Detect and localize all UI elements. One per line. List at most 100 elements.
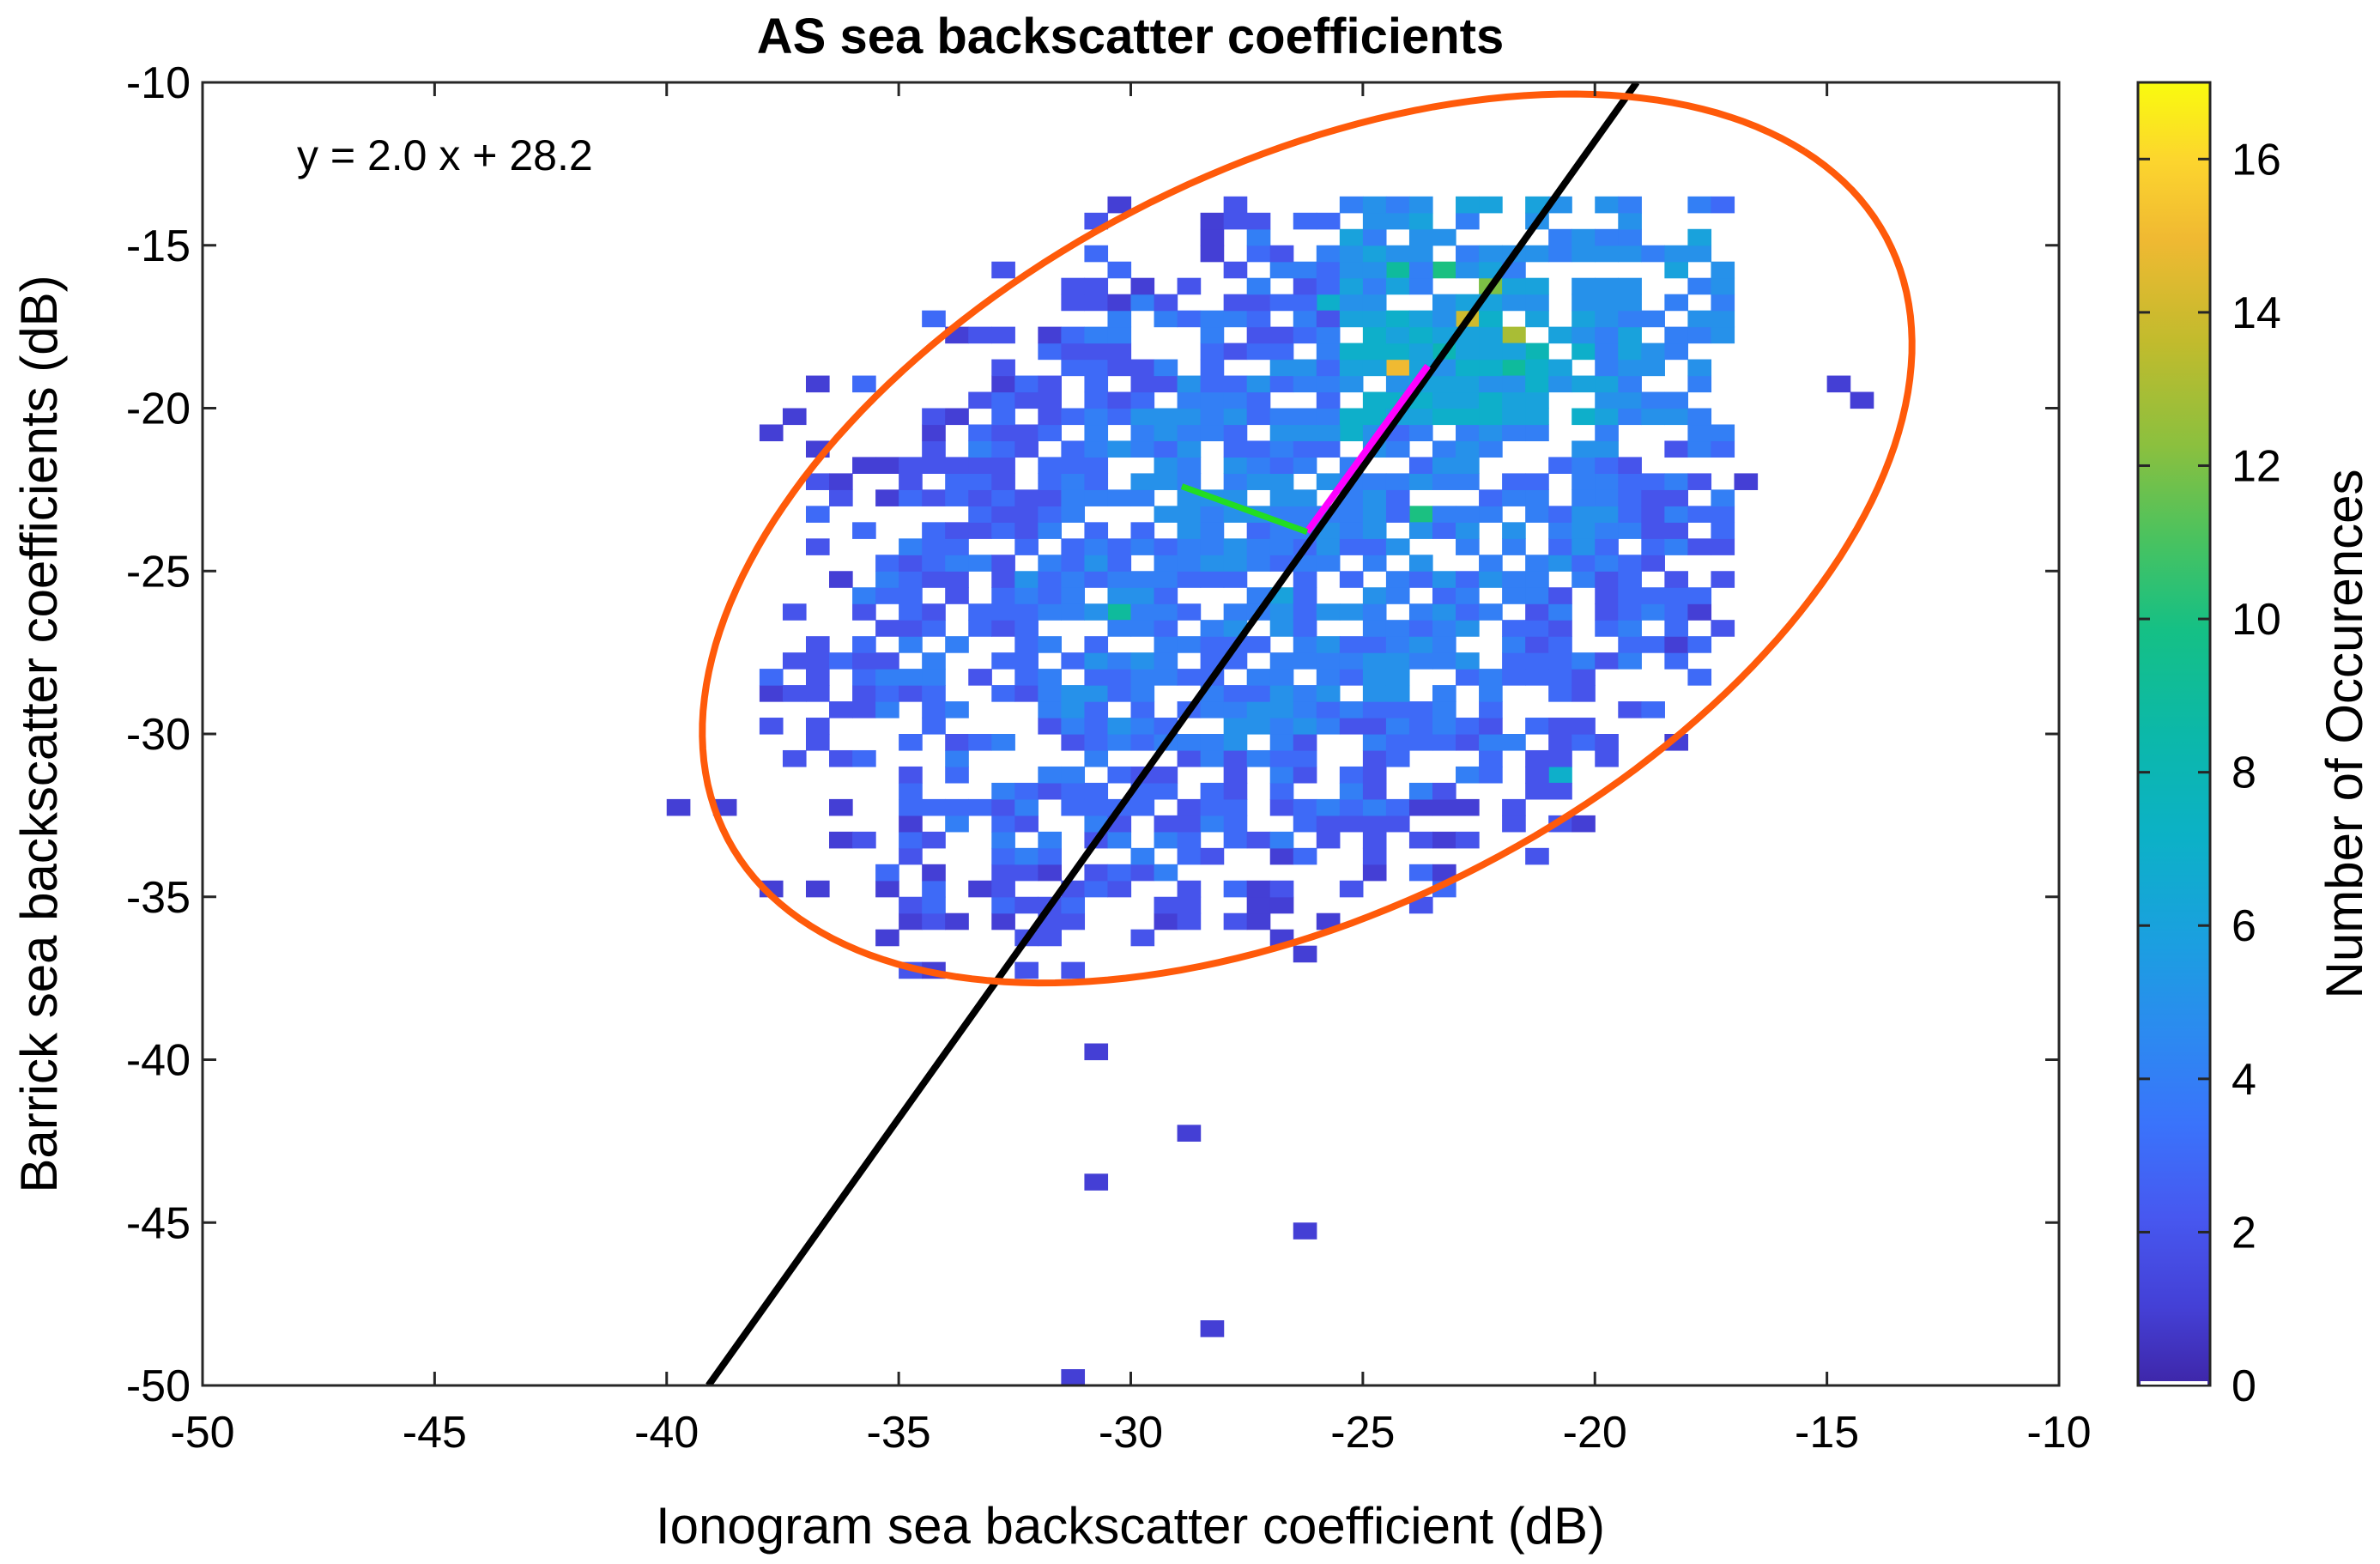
heat-cell	[805, 636, 830, 653]
heat-cell	[1687, 603, 1712, 621]
heat-cell	[1269, 343, 1294, 361]
heat-cell	[899, 896, 923, 914]
heat-cell	[1502, 391, 1526, 409]
heat-cell	[945, 538, 969, 555]
heat-cell	[1316, 685, 1341, 702]
heat-cell	[1223, 782, 1248, 800]
y-tick-label: -25	[126, 547, 191, 597]
heat-cell	[1130, 685, 1155, 702]
heat-cell	[805, 685, 830, 702]
heat-cell	[1456, 391, 1480, 409]
heat-cell	[1014, 424, 1039, 442]
heat-cell	[1385, 620, 1410, 637]
heat-cell	[1200, 555, 1225, 572]
heat-cell	[1362, 473, 1387, 490]
heat-cell	[1362, 685, 1387, 702]
heat-cell	[1177, 798, 1202, 816]
heat-cell	[1293, 408, 1317, 426]
heat-cell	[1130, 929, 1155, 947]
heat-cell	[1293, 571, 1317, 588]
heat-cell	[1339, 522, 1364, 539]
heat-cell	[1107, 310, 1132, 328]
heat-cell	[1502, 277, 1526, 295]
heat-cell	[1269, 408, 1294, 426]
heat-cell	[829, 798, 853, 816]
heat-cell	[1618, 701, 1642, 718]
heat-cell	[899, 669, 923, 686]
heat-cell	[1246, 749, 1271, 767]
heat-cell	[922, 489, 946, 506]
heat-cell	[1548, 669, 1572, 686]
heat-cell	[1246, 555, 1271, 572]
heat-cell	[1293, 359, 1317, 377]
heat-cell	[1038, 685, 1062, 702]
heat-cell	[1246, 522, 1271, 539]
heat-cell	[1456, 473, 1480, 490]
heat-cell	[1618, 587, 1642, 604]
heat-cell	[1641, 343, 1665, 361]
heat-cell	[991, 896, 1015, 914]
heat-cell	[1641, 391, 1665, 409]
heat-cell	[1084, 391, 1109, 409]
heat-cell	[991, 652, 1015, 670]
heat-cell	[1572, 473, 1596, 490]
heat-cell	[1038, 555, 1062, 572]
heat-cell	[1711, 489, 1735, 506]
heat-cell	[1154, 375, 1178, 393]
heat-cell	[1572, 294, 1596, 312]
heat-cell	[1385, 489, 1410, 506]
heat-cell	[1479, 685, 1503, 702]
heat-cell	[968, 620, 992, 637]
heat-cell	[1432, 636, 1456, 653]
heat-cell	[1130, 424, 1155, 442]
heat-cell	[1200, 343, 1225, 361]
heat-cell	[1525, 506, 1549, 523]
heat-cell	[1269, 440, 1294, 458]
heat-cell	[1038, 457, 1062, 474]
heat-cell	[1038, 408, 1062, 426]
heat-cell	[1014, 571, 1039, 588]
heat-cell	[1130, 294, 1155, 312]
heat-cell	[922, 408, 946, 426]
heat-cell	[1548, 636, 1572, 653]
heat-cell	[1850, 391, 1874, 409]
heat-cell	[1362, 587, 1387, 604]
heat-cell	[1014, 440, 1039, 458]
heat-cell	[875, 457, 899, 474]
heat-cell	[1269, 685, 1294, 702]
heat-cell	[1154, 310, 1178, 328]
heat-cell	[1408, 734, 1433, 751]
heat-cell	[1711, 310, 1735, 328]
heat-cell	[1456, 440, 1480, 458]
heat-cell	[1618, 196, 1642, 214]
heat-cell	[899, 766, 923, 784]
heat-cell	[1385, 636, 1410, 653]
heat-cell	[1038, 847, 1062, 865]
heat-cell	[1408, 701, 1433, 718]
heat-cell	[1223, 343, 1248, 361]
heat-cell	[1456, 571, 1480, 588]
y-tick-label: -20	[126, 385, 191, 434]
heat-cell	[852, 636, 876, 653]
heat-cell	[1362, 538, 1387, 555]
heat-cell	[1525, 620, 1549, 637]
heat-cell	[666, 798, 691, 816]
heat-cell	[852, 669, 876, 686]
heat-cell	[1223, 261, 1248, 279]
heat-cell	[1084, 734, 1109, 751]
heat-cell	[1293, 489, 1317, 506]
heat-cell	[1687, 587, 1712, 604]
heat-cell	[1641, 701, 1665, 718]
heat-cell	[759, 718, 784, 735]
heat-cell	[1408, 343, 1433, 361]
heat-cell	[1269, 261, 1294, 279]
heat-cell	[1618, 343, 1642, 361]
heat-cell	[1038, 636, 1062, 653]
heat-cell	[1014, 538, 1039, 555]
heat-cell	[1525, 375, 1549, 393]
heat-cell	[1479, 375, 1503, 393]
heat-cell	[1408, 620, 1433, 637]
heat-cell	[1687, 375, 1712, 393]
heat-cell	[1154, 652, 1178, 670]
